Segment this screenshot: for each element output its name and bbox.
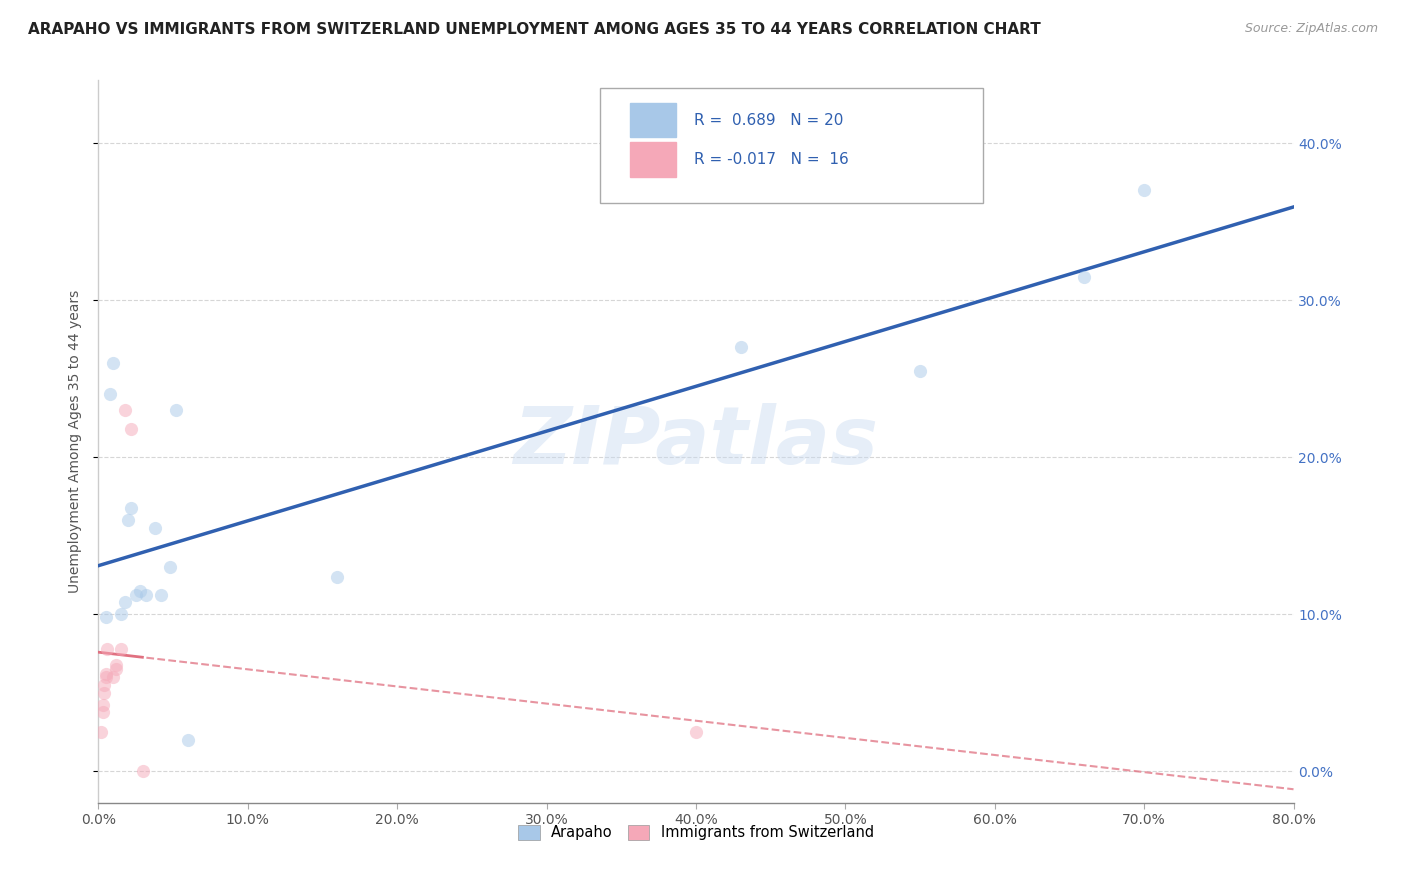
Point — [110, 641, 132, 656]
Point — [105, 662, 128, 676]
Point — [114, 403, 136, 417]
Point — [93, 678, 115, 692]
Point — [114, 595, 136, 609]
FancyBboxPatch shape — [600, 87, 983, 203]
Point — [117, 513, 139, 527]
Point — [120, 422, 142, 436]
Point — [91, 705, 114, 719]
Text: ZIPatlas: ZIPatlas — [513, 402, 879, 481]
Point — [326, 569, 349, 583]
Point — [103, 670, 125, 684]
Point — [1133, 183, 1156, 197]
Point — [159, 560, 181, 574]
Point — [1073, 269, 1095, 284]
Y-axis label: Unemployment Among Ages 35 to 44 years: Unemployment Among Ages 35 to 44 years — [69, 290, 83, 593]
Legend: Arapaho, Immigrants from Switzerland: Arapaho, Immigrants from Switzerland — [512, 819, 880, 847]
Point — [177, 733, 200, 747]
Point — [94, 670, 117, 684]
Point — [94, 667, 117, 681]
Text: R = -0.017   N =  16: R = -0.017 N = 16 — [693, 153, 848, 168]
Point — [730, 340, 752, 354]
Point — [150, 589, 173, 603]
Point — [120, 500, 142, 515]
Point — [135, 589, 157, 603]
Point — [93, 686, 115, 700]
Point — [94, 610, 117, 624]
Point — [110, 607, 132, 622]
Point — [129, 583, 152, 598]
Point — [125, 589, 148, 603]
Text: R =  0.689   N = 20: R = 0.689 N = 20 — [693, 112, 844, 128]
Point — [90, 725, 112, 739]
Text: Source: ZipAtlas.com: Source: ZipAtlas.com — [1244, 22, 1378, 36]
Point — [908, 364, 931, 378]
Point — [91, 698, 114, 713]
Point — [143, 521, 166, 535]
Point — [96, 641, 118, 656]
FancyBboxPatch shape — [630, 143, 676, 178]
Point — [132, 764, 155, 779]
FancyBboxPatch shape — [630, 103, 676, 137]
Point — [165, 403, 187, 417]
Point — [105, 657, 128, 672]
Point — [103, 356, 125, 370]
Text: ARAPAHO VS IMMIGRANTS FROM SWITZERLAND UNEMPLOYMENT AMONG AGES 35 TO 44 YEARS CO: ARAPAHO VS IMMIGRANTS FROM SWITZERLAND U… — [28, 22, 1040, 37]
Point — [98, 387, 122, 401]
Point — [685, 725, 707, 739]
